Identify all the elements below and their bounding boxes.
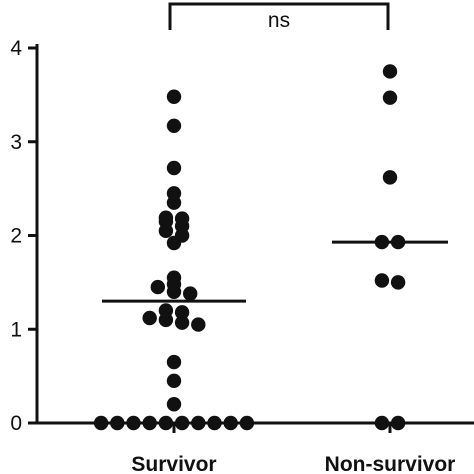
data-point: [239, 415, 255, 431]
data-point: [150, 279, 165, 295]
data-point: [166, 89, 182, 104]
y-tick-label: 2: [10, 225, 22, 248]
data-point: [166, 186, 182, 201]
data-point: [142, 415, 157, 431]
y-tick-label: 4: [10, 37, 22, 60]
data-point: [174, 211, 190, 226]
data-point: [174, 305, 190, 320]
data-point: [166, 354, 182, 370]
data-point: [374, 273, 390, 288]
data-point: [382, 170, 398, 185]
annotation-layer: ns: [168, 2, 390, 32]
data-point: [93, 415, 109, 431]
median-layer: [102, 240, 448, 303]
y-tick-label: 0: [10, 412, 22, 435]
y-tick-label: 3: [10, 131, 22, 154]
data-point: [166, 373, 182, 389]
data-point: [158, 303, 174, 318]
x-category-label: Survivor: [131, 453, 216, 474]
data-point: [158, 415, 174, 431]
data-point: [191, 415, 206, 431]
axis-layer: 0 1 2 3 4 Survivor Non-survivor: [10, 37, 474, 474]
y-tick-label: 1: [10, 318, 22, 341]
significance-label: ns: [268, 9, 290, 32]
data-point: [166, 270, 182, 285]
data-point: [174, 415, 190, 431]
points-layer: [93, 64, 406, 431]
data-point: [174, 315, 190, 330]
data-point: [142, 310, 157, 326]
data-point: [382, 64, 398, 79]
data-point: [390, 275, 406, 290]
data-point: [126, 415, 141, 431]
data-point: [191, 317, 206, 332]
data-point: [207, 415, 222, 431]
data-point: [166, 397, 182, 412]
x-category-label: Non-survivor: [325, 453, 456, 474]
data-point: [158, 210, 174, 225]
data-point: [110, 415, 125, 431]
significance-bracket: [168, 2, 390, 30]
data-point: [374, 415, 390, 431]
data-point: [382, 90, 398, 105]
data-point: [183, 286, 198, 301]
data-point: [390, 415, 406, 431]
data-point: [223, 415, 238, 431]
data-point: [166, 118, 182, 134]
data-point: [166, 160, 182, 176]
